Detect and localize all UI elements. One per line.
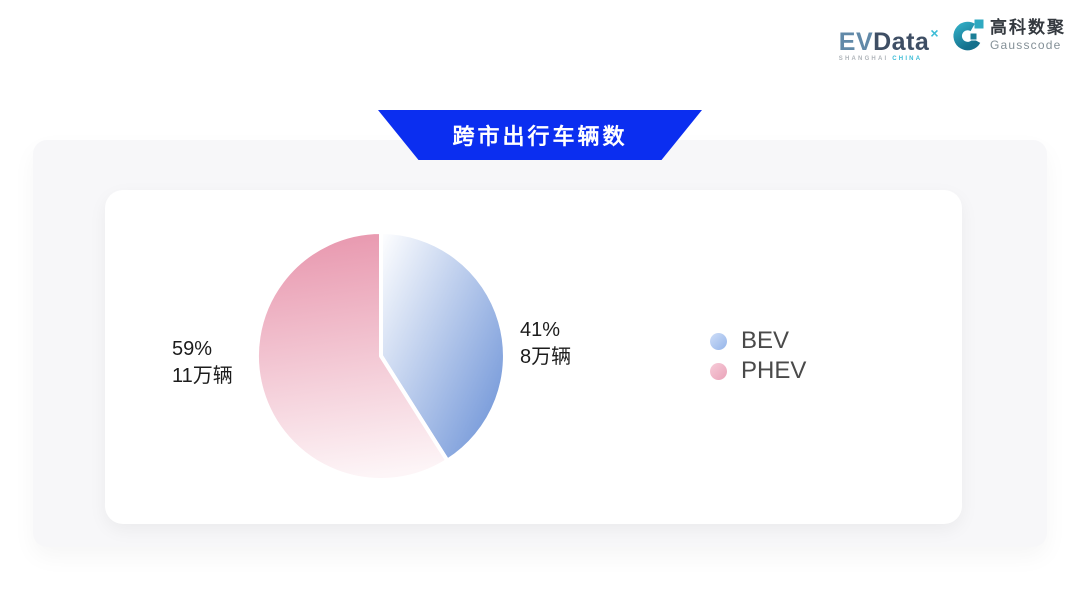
pie-chart [254,230,507,482]
legend-marker-bev-icon [710,332,727,350]
legend-label-bev: BEV [741,327,790,354]
legend-label-phev: PHEV [741,357,807,384]
pie-label-phev: 59% 11万辆 [172,336,233,390]
chart-title-banner: 跨市出行车辆数 [378,110,702,160]
content-panel: 41% 8万辆 59% 11万辆 BEV PHEV [33,140,1047,547]
gausscode-logo-cn: 高科数聚 [990,18,1066,37]
pie-label-bev-percent: 41% [520,319,561,341]
legend: BEV PHEV [710,326,806,386]
gausscode-logo: 高科数聚 Gausscode [951,18,1066,54]
evdata-logo: EVData× SHANGHAI CHINA [839,18,939,62]
pie-label-bev: 41% 8万辆 [520,317,571,371]
evdata-logo-text: EVData× [839,20,939,55]
legend-item-bev[interactable]: BEV [710,326,806,356]
gausscode-logo-text: 高科数聚 Gausscode [990,18,1066,52]
pie-label-bev-value: 8万辆 [520,346,572,368]
evdata-logo-subtext: SHANGHAI CHINA [839,56,922,62]
legend-item-phev[interactable]: PHEV [710,356,806,386]
chart-card: 41% 8万辆 59% 11万辆 BEV PHEV [105,190,962,524]
gausscode-g-icon [953,19,984,51]
legend-marker-phev-icon [710,362,727,380]
pie-label-phev-value: 11万辆 [172,365,233,387]
evdata-logo-subtext-china: CHINA [892,56,923,62]
header-logos: EVData× SHANGHAI CHINA [839,18,1066,62]
evdata-logo-subtext-shanghai: SHANGHAI [838,56,889,62]
chart-title: 跨市出行车辆数 [452,124,628,149]
pie-slice-phev[interactable] [254,230,450,482]
pie-label-phev-percent: 59% [172,338,213,360]
evdata-logo-data: Data [873,28,930,56]
gausscode-logo-en: Gausscode [990,38,1062,52]
evdata-logo-x-icon: × [930,25,939,41]
evdata-logo-ev: EV [838,28,874,56]
